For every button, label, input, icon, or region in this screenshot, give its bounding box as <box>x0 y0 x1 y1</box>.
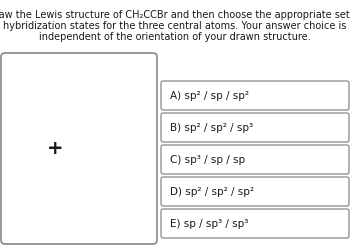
FancyBboxPatch shape <box>161 209 349 238</box>
Text: C) sp³ / sp / sp: C) sp³ / sp / sp <box>170 154 245 165</box>
Text: E) sp / sp³ / sp³: E) sp / sp³ / sp³ <box>170 219 248 229</box>
FancyBboxPatch shape <box>1 53 157 244</box>
Text: +: + <box>47 138 63 158</box>
Text: D) sp² / sp² / sp²: D) sp² / sp² / sp² <box>170 187 254 196</box>
FancyBboxPatch shape <box>161 177 349 206</box>
FancyBboxPatch shape <box>161 81 349 110</box>
Text: hybridization states for the three central atoms. Your answer choice is: hybridization states for the three centr… <box>3 21 347 31</box>
FancyBboxPatch shape <box>161 113 349 142</box>
FancyBboxPatch shape <box>161 145 349 174</box>
Text: B) sp² / sp² / sp³: B) sp² / sp² / sp³ <box>170 123 253 132</box>
Text: A) sp² / sp / sp²: A) sp² / sp / sp² <box>170 90 249 101</box>
Text: Draw the Lewis structure of CH₂CCBr and then choose the appropriate set of: Draw the Lewis structure of CH₂CCBr and … <box>0 10 350 20</box>
Text: independent of the orientation of your drawn structure.: independent of the orientation of your d… <box>39 32 311 42</box>
